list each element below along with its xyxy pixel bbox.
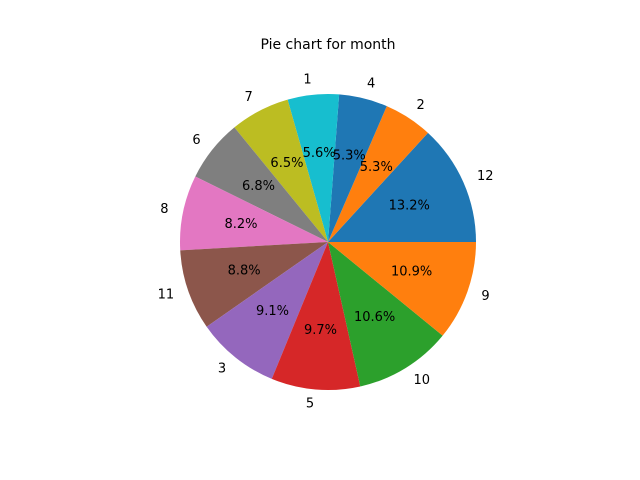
slice-label-11: 11 [158, 288, 175, 303]
pie-slice-6 [195, 127, 328, 242]
percent-label-4: 5.3% [333, 148, 366, 163]
percent-label-3: 9.1% [256, 304, 289, 319]
pie-slice-8 [180, 176, 328, 251]
slice-label-2: 2 [417, 98, 425, 113]
slice-label-5: 5 [306, 397, 314, 412]
pie-slice-7 [234, 99, 328, 243]
pie-labels: 12 13.2% 2 5.3% 4 5.3% 1 5.6% 7 6.5% 6 6.8% 8 8.2% 11 8… [158, 73, 494, 412]
slice-label-10: 10 [414, 373, 431, 388]
slice-label-9: 9 [481, 289, 489, 304]
pie-slice-9 [328, 242, 476, 336]
slice-label-6: 6 [192, 133, 200, 148]
pie-slice-5 [271, 242, 361, 391]
pie-slice-12 [328, 132, 476, 242]
percent-label-8: 8.2% [224, 217, 257, 232]
percent-label-9: 10.9% [391, 264, 432, 279]
slice-label-12: 12 [477, 169, 494, 184]
percent-label-11: 8.8% [228, 264, 261, 279]
pie-slices [180, 93, 476, 391]
slice-label-8: 8 [160, 202, 168, 217]
percent-label-5: 9.7% [304, 323, 337, 338]
pie-slice-4 [328, 94, 387, 242]
percent-label-12: 13.2% [389, 199, 430, 214]
percent-label-10: 10.6% [354, 310, 395, 325]
percent-label-2: 5.3% [360, 160, 393, 175]
slice-label-7: 7 [244, 90, 252, 105]
slice-label-1: 1 [303, 73, 311, 88]
chart-title: Pie chart for month [260, 37, 395, 53]
slice-label-3: 3 [218, 362, 226, 377]
pie-slice-3 [206, 242, 328, 379]
percent-label-6: 6.8% [242, 179, 275, 194]
pie-slice-11 [180, 242, 328, 327]
pie-slice-10 [328, 242, 443, 387]
pie-slice-1 [287, 93, 340, 242]
percent-label-1: 5.6% [303, 146, 336, 161]
percent-label-7: 6.5% [270, 156, 303, 171]
pie-slice-2 [328, 106, 428, 242]
slice-label-4: 4 [367, 76, 375, 91]
